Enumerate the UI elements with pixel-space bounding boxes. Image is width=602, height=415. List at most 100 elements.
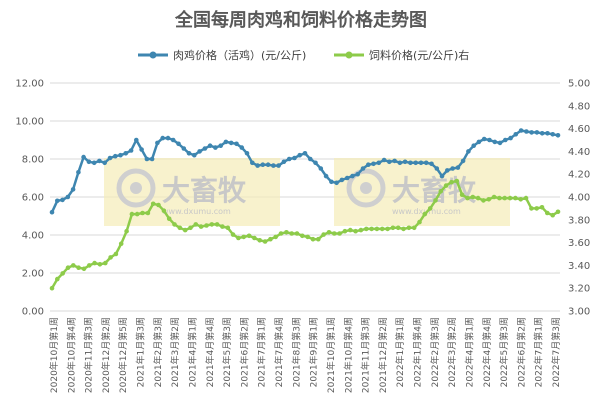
data-point [244, 151, 250, 156]
data-point [374, 226, 380, 232]
watermark-2-logo-core-icon [360, 182, 372, 194]
data-point [65, 194, 71, 200]
data-point [55, 276, 60, 282]
data-point [220, 224, 225, 229]
data-point [161, 208, 167, 213]
data-point [60, 197, 65, 203]
data-point [302, 151, 308, 156]
data-point [481, 198, 486, 203]
data-point [198, 224, 204, 229]
data-point [102, 160, 107, 166]
right-tick-label: 3.00 [568, 307, 590, 318]
data-point [326, 230, 332, 235]
x-tick-label: 2021年3月第2周 [169, 317, 181, 387]
data-point [160, 135, 165, 141]
data-point [429, 161, 434, 167]
data-point [355, 171, 361, 177]
data-point [423, 160, 429, 166]
data-point [281, 159, 287, 165]
data-point [284, 230, 289, 235]
data-point [181, 146, 187, 151]
data-point [550, 212, 555, 218]
data-point [87, 263, 92, 268]
data-point [358, 227, 364, 233]
data-point [234, 141, 239, 147]
data-point [395, 225, 401, 231]
data-point [76, 265, 81, 271]
right-tick-label: 5.00 [568, 79, 590, 90]
x-tick-label: 2021年2月第3周 [152, 317, 164, 387]
data-point [539, 205, 545, 210]
series-layer [49, 128, 561, 291]
watermark-1-logo-core-icon [130, 182, 142, 194]
data-point [265, 162, 271, 167]
x-tick-label: 2022年1月第1周 [394, 317, 406, 387]
data-point [202, 146, 208, 151]
x-tick-label: 2021年6月第2周 [238, 317, 250, 387]
watermark-2: 大畜牧 www.dxumu.com [334, 158, 510, 226]
data-point [545, 210, 550, 216]
data-point [144, 156, 150, 162]
data-point [207, 143, 213, 148]
data-point [502, 195, 508, 201]
x-tick-label: 2022年7月第3周 [550, 317, 562, 387]
data-point [223, 139, 229, 145]
data-point [334, 180, 339, 186]
data-point [193, 222, 199, 227]
x-tick-label: 2021年11月第3周 [360, 317, 372, 393]
x-tick-label: 2022年3月第2周 [446, 317, 458, 387]
data-point [534, 130, 540, 135]
data-point [397, 160, 403, 166]
data-point [188, 225, 193, 231]
data-point [491, 194, 497, 200]
data-point [390, 225, 396, 231]
data-point [276, 163, 281, 168]
data-point [486, 197, 492, 202]
data-point [204, 223, 209, 228]
data-point [513, 132, 519, 137]
data-point [103, 260, 108, 266]
data-point [381, 157, 387, 163]
data-point [329, 179, 334, 185]
data-point [339, 177, 345, 183]
data-point [455, 165, 461, 170]
data-point [113, 153, 118, 159]
data-point [545, 131, 550, 136]
watermark-1-brand: 大畜牧 [162, 174, 247, 207]
x-tick-label: 2021年1月第3周 [135, 317, 147, 387]
data-point [332, 231, 337, 236]
right-axis: 3.00 3.20 3.40 3.60 3.80 4.00 4.20 4.40 4.60 4.80… [568, 79, 590, 318]
data-point [434, 166, 440, 171]
data-point [55, 198, 60, 204]
data-point [387, 159, 392, 165]
data-point [81, 266, 87, 272]
data-point [255, 163, 260, 168]
data-point [108, 255, 113, 260]
right-tick-label: 3.80 [568, 215, 590, 226]
data-point [145, 210, 151, 216]
left-tick-label: 8.00 [22, 155, 44, 166]
data-point [140, 210, 145, 216]
data-point [539, 131, 545, 136]
data-point [555, 209, 561, 215]
data-point [273, 234, 279, 240]
data-point [107, 155, 113, 161]
x-tick-label: 2021年10月第4周 [342, 317, 354, 393]
x-axis: 2020年10月第1周 2020年10月第4周 2020年11月第3周 2020年12… [48, 317, 562, 393]
data-point [60, 271, 65, 276]
x-tick-label: 2021年7月第4周 [273, 317, 285, 387]
data-point [129, 211, 135, 217]
data-point [262, 239, 268, 244]
data-point [379, 226, 385, 232]
x-tick-label: 2021年7月第1周 [256, 317, 268, 387]
data-point [186, 151, 192, 156]
data-point [278, 231, 284, 236]
x-tick-label: 2021年8月第3周 [290, 317, 302, 387]
left-tick-label: 10.00 [15, 117, 44, 128]
data-point [49, 209, 55, 215]
data-point [555, 133, 561, 138]
x-tick-label: 2020年10月第4周 [65, 317, 77, 393]
data-point [497, 140, 503, 146]
data-point [268, 236, 273, 242]
